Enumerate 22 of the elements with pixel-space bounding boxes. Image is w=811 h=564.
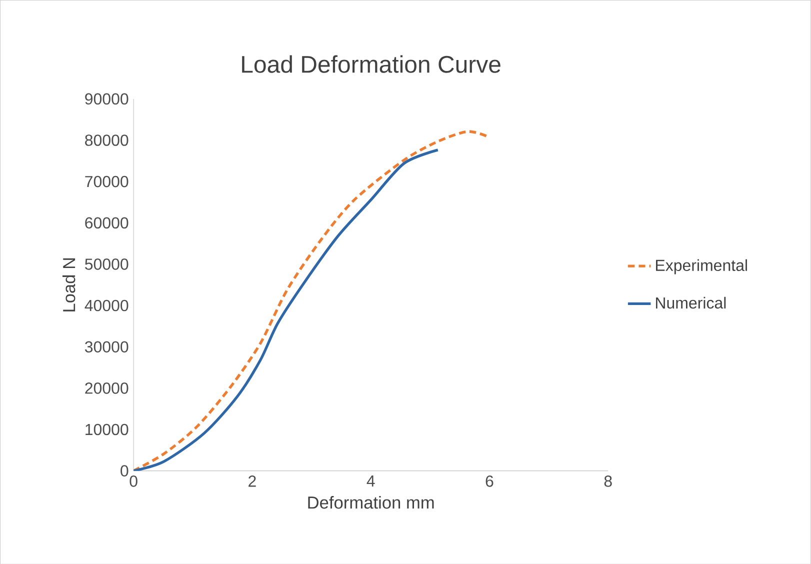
chart-title: Load Deformation Curve (242, 55, 500, 73)
line-series (134, 148, 440, 471)
x-axis-title: Deformation mm (308, 496, 434, 509)
y-tick-label: 30000 (84, 341, 128, 352)
x-tick-label: 4 (366, 475, 375, 486)
y-tick-label: 70000 (85, 176, 128, 188)
y-tick-label: 80000 (85, 134, 128, 146)
legend-label: Numerical (656, 296, 726, 308)
y-tick-label: 40000 (84, 300, 128, 311)
y-tick-label: 90000 (85, 93, 128, 104)
legend-label: Experimental (656, 259, 747, 274)
y-tick-label: 10000 (86, 424, 128, 435)
x-tick-label: 6 (486, 475, 494, 487)
y-tick-label: 0 (120, 464, 128, 476)
line-series (134, 130, 490, 471)
x-tick-label: 8 (604, 475, 612, 487)
y-tick-label: 60000 (85, 217, 128, 228)
y-axis-title: Load N (62, 258, 76, 312)
y-tick-label: 20000 (85, 382, 128, 394)
y-tick-label: 50000 (85, 258, 128, 270)
x-tick-label: 2 (248, 475, 256, 487)
x-tick-label: 0 (130, 475, 138, 487)
